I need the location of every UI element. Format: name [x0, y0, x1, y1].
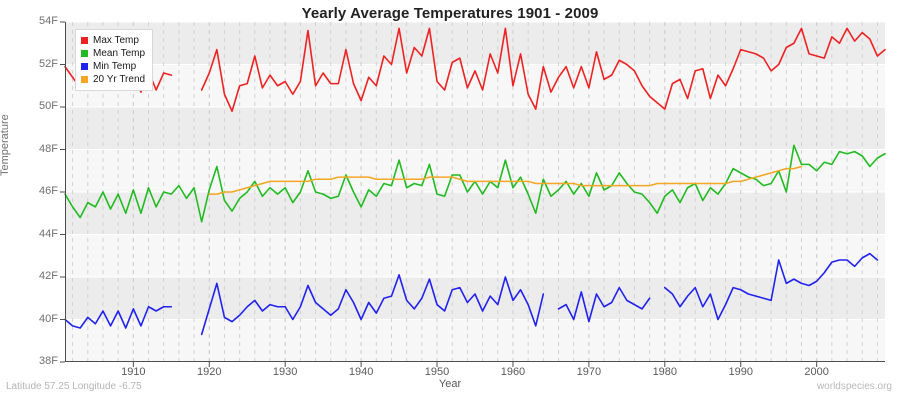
- x-tick-label: 1940: [348, 366, 374, 378]
- y-tick-label: 54F: [39, 15, 58, 27]
- plot-band: [65, 277, 885, 320]
- chart-legend: Max Temp Mean Temp Min Temp 20 Yr Trend: [75, 29, 154, 91]
- y-tick-label: 44F: [39, 227, 58, 240]
- y-tick-label: 52F: [39, 57, 58, 70]
- plot-svg: [60, 21, 886, 367]
- x-tick-label: 1920: [197, 366, 222, 378]
- legend-item-label: Max Temp: [93, 35, 139, 46]
- legend-item[interactable]: Mean Temp: [81, 47, 145, 60]
- series-line-max-temp: [200, 27, 886, 113]
- x-axis-ticks: 1910 1920 1930 1940 1950 1960 1970 1980 1990 2000: [65, 366, 885, 382]
- legend-item-label: Mean Temp: [93, 48, 146, 59]
- coordinates-caption: Latitude 57.25 Longitude -6.75: [6, 381, 142, 392]
- x-tick-label: 1980: [652, 366, 678, 378]
- series-line-min-temp: [64, 305, 173, 329]
- x-tick-label: 1930: [272, 366, 298, 378]
- plot-band: [65, 319, 885, 362]
- legend-item[interactable]: Min Temp: [81, 60, 145, 73]
- x-tick-label: 2000: [804, 366, 829, 378]
- plot-area: [60, 21, 886, 367]
- series-line-min-temp: [557, 286, 651, 323]
- series-line-min-temp: [664, 252, 879, 321]
- legend-item[interactable]: Max Temp: [81, 34, 145, 47]
- plot-band: [65, 149, 885, 192]
- x-tick-label: 1950: [424, 366, 450, 378]
- legend-item-label: 20 Yr Trend: [93, 74, 146, 85]
- y-tick-label: 46F: [39, 185, 58, 197]
- x-tick-label: 1970: [576, 366, 602, 378]
- plot-band: [65, 22, 885, 65]
- y-axis-ticks: 38F 40F 42F 44F 46F 48F 50F 52F 54F: [0, 16, 58, 367]
- y-tick-label: 40F: [39, 312, 58, 325]
- legend-swatch-icon: [81, 63, 88, 70]
- y-tick-label: 50F: [39, 100, 58, 112]
- x-tick-label: 1960: [500, 366, 526, 378]
- y-tick-label: 42F: [39, 270, 58, 282]
- legend-swatch-icon: [81, 37, 88, 44]
- plot-band: [65, 107, 885, 150]
- source-watermark: worldspecies.org: [816, 381, 892, 392]
- plot-band: [65, 234, 885, 277]
- legend-swatch-icon: [81, 50, 88, 57]
- x-tick-label: 1990: [728, 366, 753, 378]
- legend-swatch-icon: [81, 76, 88, 83]
- legend-item[interactable]: 20 Yr Trend: [81, 73, 145, 86]
- plot-band: [65, 192, 885, 235]
- chart-title: Yearly Average Temperatures 1901 - 2009: [301, 5, 599, 22]
- y-tick-label: 38F: [39, 355, 58, 367]
- x-tick-label: 1910: [121, 366, 146, 378]
- y-tick-label: 48F: [39, 142, 58, 155]
- x-axis-label: Year: [438, 378, 462, 390]
- series-line-20-yr-trend: [208, 165, 803, 195]
- series-line-min-temp: [200, 274, 545, 336]
- legend-item-label: Min Temp: [93, 61, 137, 72]
